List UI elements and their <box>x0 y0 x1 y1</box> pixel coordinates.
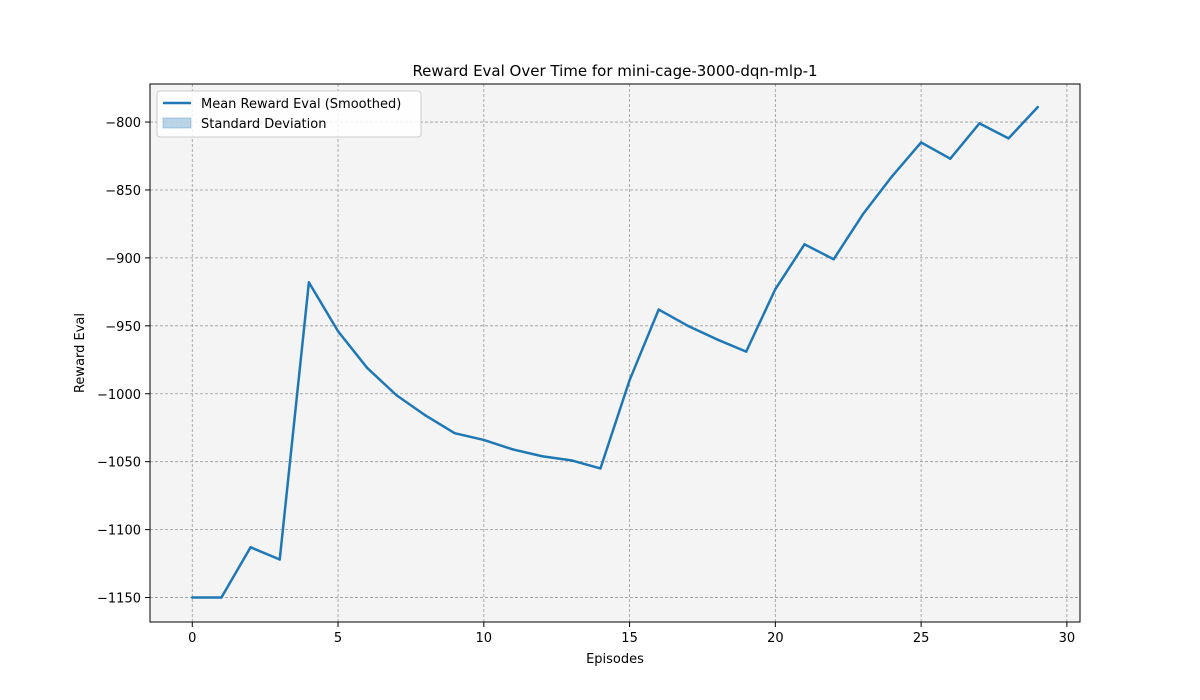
data-point <box>628 378 631 382</box>
x-tick-label: 5 <box>334 631 342 646</box>
data-point <box>1036 105 1039 109</box>
y-tick-label: −1100 <box>97 524 141 539</box>
y-tick-label: −800 <box>105 116 141 131</box>
y-tick-label: −1050 <box>97 456 141 471</box>
data-point <box>511 448 515 451</box>
legend-label-stddev: Standard Deviation <box>201 117 326 132</box>
data-point <box>803 243 806 246</box>
series-line-mean-reward <box>191 105 1039 599</box>
data-point <box>919 141 923 144</box>
y-tick-label: −850 <box>105 184 141 199</box>
y-axis-ticks: −1150 −1100 −1050 −1000 −950 −900 −850 −800 <box>97 116 150 607</box>
data-point <box>424 414 427 417</box>
y-tick-label: −900 <box>105 252 141 267</box>
legend-band-swatch <box>162 117 192 129</box>
data-point <box>395 393 398 397</box>
legend-label-mean: Mean Reward Eval (Smoothed) <box>201 97 401 112</box>
plot-frame <box>149 83 1081 623</box>
x-tick-label: 0 <box>188 631 196 646</box>
data-point <box>978 122 981 125</box>
y-tick-label: −1150 <box>97 592 141 607</box>
data-point <box>570 459 573 462</box>
x-tick-label: 20 <box>767 631 784 646</box>
data-point <box>365 366 369 370</box>
data-point <box>278 558 281 561</box>
data-point <box>657 308 660 311</box>
y-tick-label: −1000 <box>97 388 141 403</box>
data-point <box>744 350 748 353</box>
data-point <box>686 324 690 328</box>
data-point <box>715 338 719 341</box>
data-point <box>540 455 544 458</box>
x-tick-label: 10 <box>476 631 493 646</box>
data-point <box>890 175 894 178</box>
x-tick-label: 25 <box>913 631 930 646</box>
data-point <box>249 546 252 549</box>
legend-box <box>156 90 422 138</box>
data-point <box>774 287 777 291</box>
data-point <box>307 281 311 284</box>
y-axis-label: Reward Eval <box>73 313 88 393</box>
plot-area <box>150 84 1080 622</box>
data-point <box>191 596 194 599</box>
data-point <box>336 330 340 333</box>
data-point <box>453 431 456 435</box>
data-point <box>1007 137 1010 140</box>
data-point <box>599 467 602 470</box>
data-point <box>220 596 223 599</box>
x-axis-ticks: 0 5 10 15 20 25 30 <box>188 622 1075 646</box>
series-layer <box>191 105 1039 599</box>
x-tick-label: 15 <box>621 631 638 646</box>
legend: Mean Reward Eval (Smoothed) Standard Dev… <box>156 90 422 138</box>
x-tick-label: 30 <box>1059 631 1076 646</box>
chart-title: Reward Eval Over Time for mini-cage-3000… <box>412 62 817 80</box>
data-point <box>949 157 952 160</box>
x-axis-label: Episodes <box>586 652 644 667</box>
y-tick-label: −950 <box>105 320 141 335</box>
data-point <box>832 258 835 261</box>
data-point <box>482 438 486 442</box>
data-point <box>861 213 865 216</box>
